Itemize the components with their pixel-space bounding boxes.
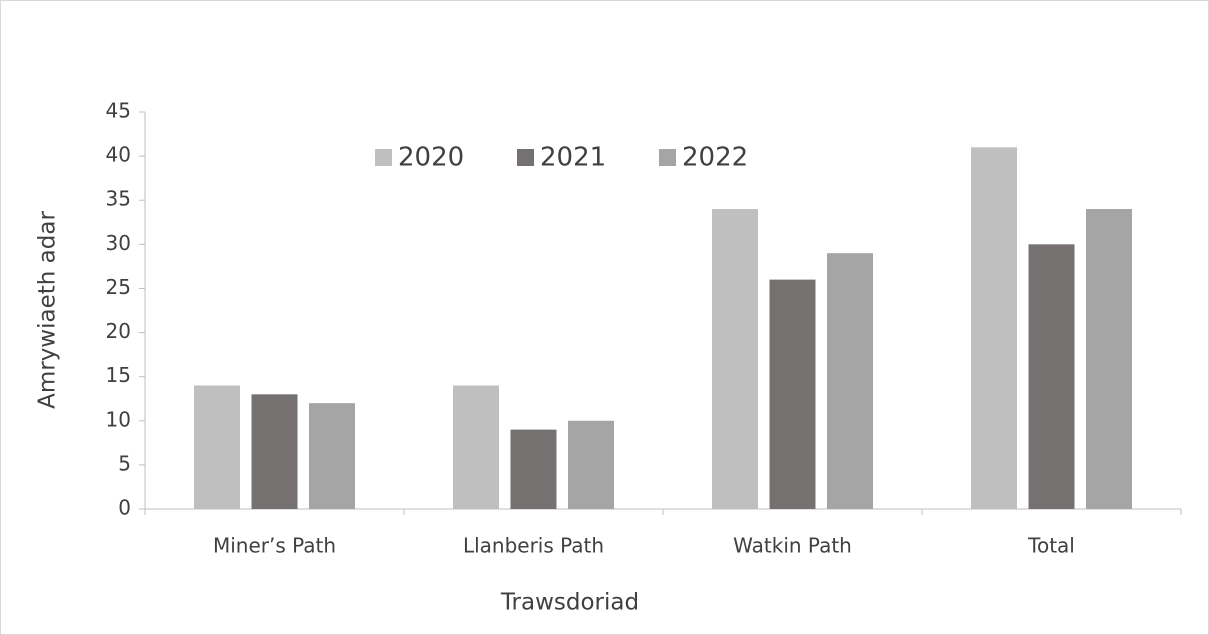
y-axis-title: Amrywiaeth adar — [35, 211, 61, 409]
legend-label: 2020 — [398, 143, 464, 173]
bar — [1028, 244, 1075, 510]
x-tick-label: Total — [1027, 534, 1075, 558]
bar — [1086, 209, 1132, 510]
y-tick-label: 40 — [106, 143, 131, 167]
y-tick-label: 35 — [106, 187, 131, 211]
legend-swatch — [659, 149, 676, 166]
bar — [568, 420, 614, 509]
y-tick-label: 10 — [106, 407, 131, 431]
bar — [453, 385, 499, 509]
legend-swatch — [517, 149, 534, 166]
bar — [769, 279, 816, 509]
y-tick-label: 0 — [118, 496, 131, 520]
bar — [827, 253, 873, 509]
bar — [309, 403, 355, 509]
x-tick-label: Llanberis Path — [463, 534, 604, 558]
y-tick-label: 15 — [106, 363, 131, 387]
x-tick-label: Miner’s Path — [213, 534, 336, 558]
y-tick-label: 25 — [106, 275, 131, 299]
bar — [251, 394, 298, 509]
bar — [194, 385, 240, 509]
y-tick-label: 30 — [106, 231, 131, 255]
legend-swatch — [375, 149, 392, 166]
bar — [712, 209, 758, 510]
x-axis-title: Trawsdoriad — [500, 590, 639, 616]
bar — [971, 147, 1017, 510]
y-tick-label: 20 — [106, 319, 131, 343]
legend-label: 2021 — [540, 143, 606, 173]
bar — [510, 429, 557, 509]
y-tick-label: 45 — [106, 99, 131, 123]
legend-label: 2022 — [682, 143, 748, 173]
y-tick-label: 5 — [118, 451, 131, 475]
x-tick-label: Watkin Path — [733, 534, 852, 558]
